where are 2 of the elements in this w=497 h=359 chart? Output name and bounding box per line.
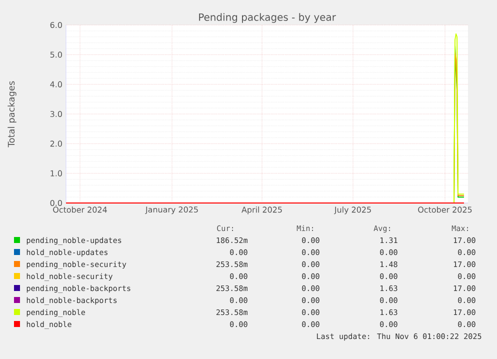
chart-title: Pending packages - by year: [199, 13, 336, 23]
y-axis-title: Total packages: [8, 81, 16, 148]
